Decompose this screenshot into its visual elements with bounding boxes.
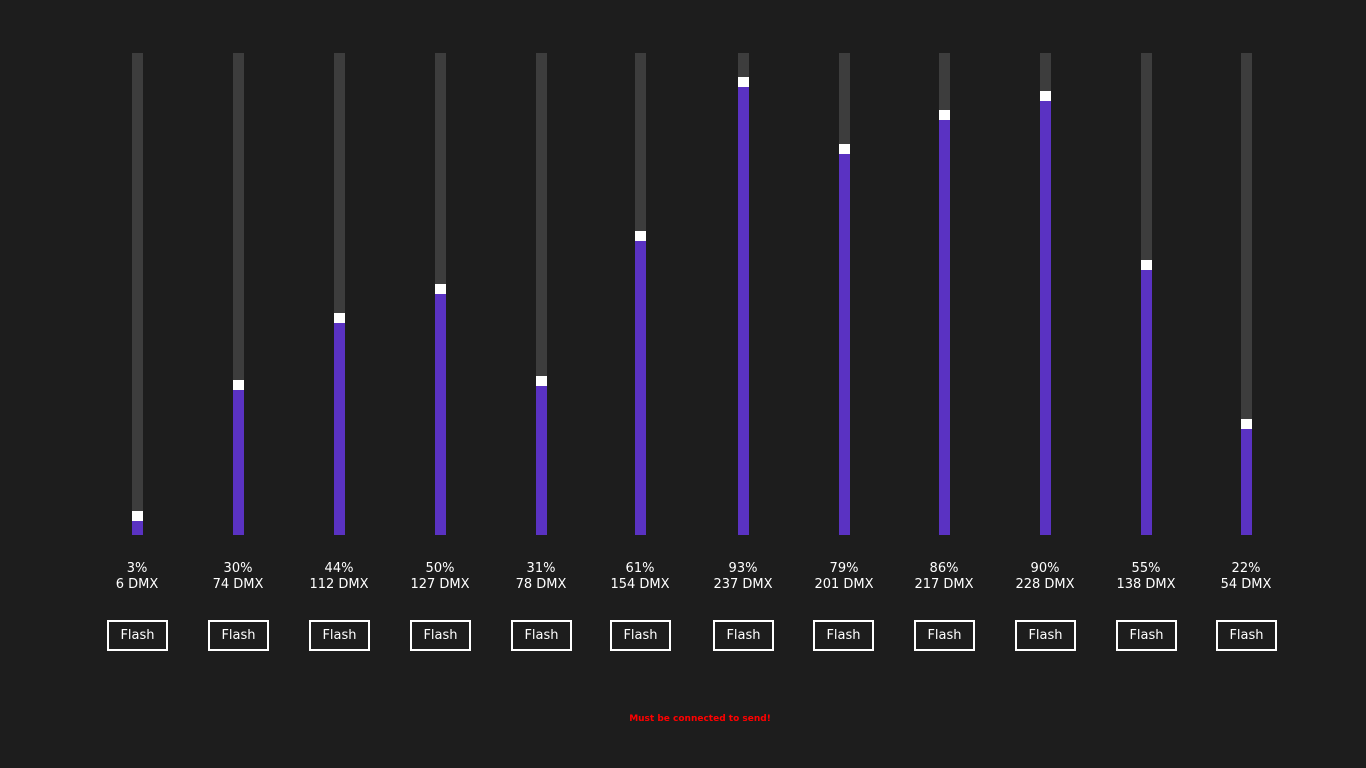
channel-7: 93% 237 DMX Flash	[683, 0, 803, 660]
channel-8-flash-button[interactable]: Flash	[813, 620, 874, 651]
channel-9-slider[interactable]	[939, 53, 950, 535]
channel-10: 90% 228 DMX Flash	[985, 0, 1105, 660]
channel-6-flash-button[interactable]: Flash	[610, 620, 671, 651]
slider-fill	[635, 241, 646, 535]
dmx-value: 217 DMX	[914, 577, 974, 592]
channel-12-flash-button[interactable]: Flash	[1216, 620, 1277, 651]
channel-5-slider[interactable]	[536, 53, 547, 535]
dmx-value: 138 DMX	[1116, 577, 1176, 592]
percent-value: 90%	[1030, 561, 1060, 576]
channel-11-flash-button[interactable]: Flash	[1116, 620, 1177, 651]
percent-value: 44%	[324, 561, 354, 576]
slider-fill	[1241, 429, 1252, 535]
channel-11-slider[interactable]	[1141, 53, 1152, 535]
channel-6-readout: 61% 154 DMX	[580, 561, 700, 593]
channel-3-readout: 44% 112 DMX	[279, 561, 399, 593]
channel-2: 30% 74 DMX Flash	[178, 0, 298, 660]
percent-value: 86%	[929, 561, 959, 576]
dmx-value: 54 DMX	[1220, 577, 1272, 592]
channel-10-readout: 90% 228 DMX	[985, 561, 1105, 593]
channel-6-slider[interactable]	[635, 53, 646, 535]
slider-thumb[interactable]	[1141, 260, 1152, 270]
channel-2-slider[interactable]	[233, 53, 244, 535]
channel-7-flash-button[interactable]: Flash	[713, 620, 774, 651]
slider-thumb[interactable]	[233, 380, 244, 390]
dmx-value: 228 DMX	[1015, 577, 1075, 592]
slider-thumb[interactable]	[839, 144, 850, 154]
channel-10-flash-button[interactable]: Flash	[1015, 620, 1076, 651]
channel-1: 3% 6 DMX Flash	[77, 0, 197, 660]
channel-9: 86% 217 DMX Flash	[884, 0, 1004, 660]
channel-12: 22% 54 DMX Flash	[1186, 0, 1306, 660]
channel-4-slider[interactable]	[435, 53, 446, 535]
channel-4-readout: 50% 127 DMX	[380, 561, 500, 593]
dmx-value: 6 DMX	[115, 577, 159, 592]
percent-value: 22%	[1231, 561, 1261, 576]
percent-value: 31%	[526, 561, 556, 576]
channel-1-flash-button[interactable]: Flash	[107, 620, 168, 651]
slider-thumb[interactable]	[1040, 91, 1051, 101]
slider-thumb[interactable]	[132, 511, 143, 521]
dmx-value: 154 DMX	[610, 577, 670, 592]
dmx-value: 127 DMX	[410, 577, 470, 592]
slider-thumb[interactable]	[635, 231, 646, 241]
channel-6: 61% 154 DMX Flash	[580, 0, 700, 660]
slider-fill	[233, 390, 244, 535]
slider-thumb[interactable]	[536, 376, 547, 386]
slider-thumb[interactable]	[334, 313, 345, 323]
slider-thumb[interactable]	[435, 284, 446, 294]
channel-9-flash-button[interactable]: Flash	[914, 620, 975, 651]
slider-thumb[interactable]	[939, 110, 950, 120]
channel-9-readout: 86% 217 DMX	[884, 561, 1004, 593]
dmx-value: 201 DMX	[814, 577, 874, 592]
slider-fill	[435, 294, 446, 535]
channel-3: 44% 112 DMX Flash	[279, 0, 399, 660]
slider-thumb[interactable]	[1241, 419, 1252, 429]
channel-5-flash-button[interactable]: Flash	[511, 620, 572, 651]
channel-12-readout: 22% 54 DMX	[1186, 561, 1306, 593]
percent-value: 50%	[425, 561, 455, 576]
slider-fill	[738, 87, 749, 535]
channel-2-flash-button[interactable]: Flash	[208, 620, 269, 651]
slider-fill	[1040, 101, 1051, 535]
slider-fill	[536, 386, 547, 535]
percent-value: 61%	[625, 561, 655, 576]
channel-11-readout: 55% 138 DMX	[1086, 561, 1206, 593]
percent-value: 3%	[126, 561, 148, 576]
dmx-value: 78 DMX	[515, 577, 567, 592]
channel-2-readout: 30% 74 DMX	[178, 561, 298, 593]
connection-status-message: Must be connected to send!	[629, 714, 771, 724]
percent-value: 55%	[1131, 561, 1161, 576]
channel-1-readout: 3% 6 DMX	[77, 561, 197, 593]
channel-4-flash-button[interactable]: Flash	[410, 620, 471, 651]
channel-7-readout: 93% 237 DMX	[683, 561, 803, 593]
channel-5-readout: 31% 78 DMX	[481, 561, 601, 593]
percent-value: 79%	[829, 561, 859, 576]
channel-4: 50% 127 DMX Flash	[380, 0, 500, 660]
channel-3-slider[interactable]	[334, 53, 345, 535]
slider-fill	[1141, 270, 1152, 535]
percent-value: 93%	[728, 561, 758, 576]
dmx-value: 74 DMX	[212, 577, 264, 592]
channel-11: 55% 138 DMX Flash	[1086, 0, 1206, 660]
dmx-value: 112 DMX	[309, 577, 369, 592]
channel-3-flash-button[interactable]: Flash	[309, 620, 370, 651]
channel-1-slider[interactable]	[132, 53, 143, 535]
channel-8-slider[interactable]	[839, 53, 850, 535]
slider-fill	[334, 323, 345, 535]
slider-fill	[132, 521, 143, 535]
slider-thumb[interactable]	[738, 77, 749, 87]
channel-8-readout: 79% 201 DMX	[784, 561, 904, 593]
slider-fill	[839, 154, 850, 535]
channel-5: 31% 78 DMX Flash	[481, 0, 601, 660]
channel-8: 79% 201 DMX Flash	[784, 0, 904, 660]
channel-12-slider[interactable]	[1241, 53, 1252, 535]
channel-10-slider[interactable]	[1040, 53, 1051, 535]
slider-fill	[939, 120, 950, 535]
dmx-value: 237 DMX	[713, 577, 773, 592]
channel-7-slider[interactable]	[738, 53, 749, 535]
percent-value: 30%	[223, 561, 253, 576]
